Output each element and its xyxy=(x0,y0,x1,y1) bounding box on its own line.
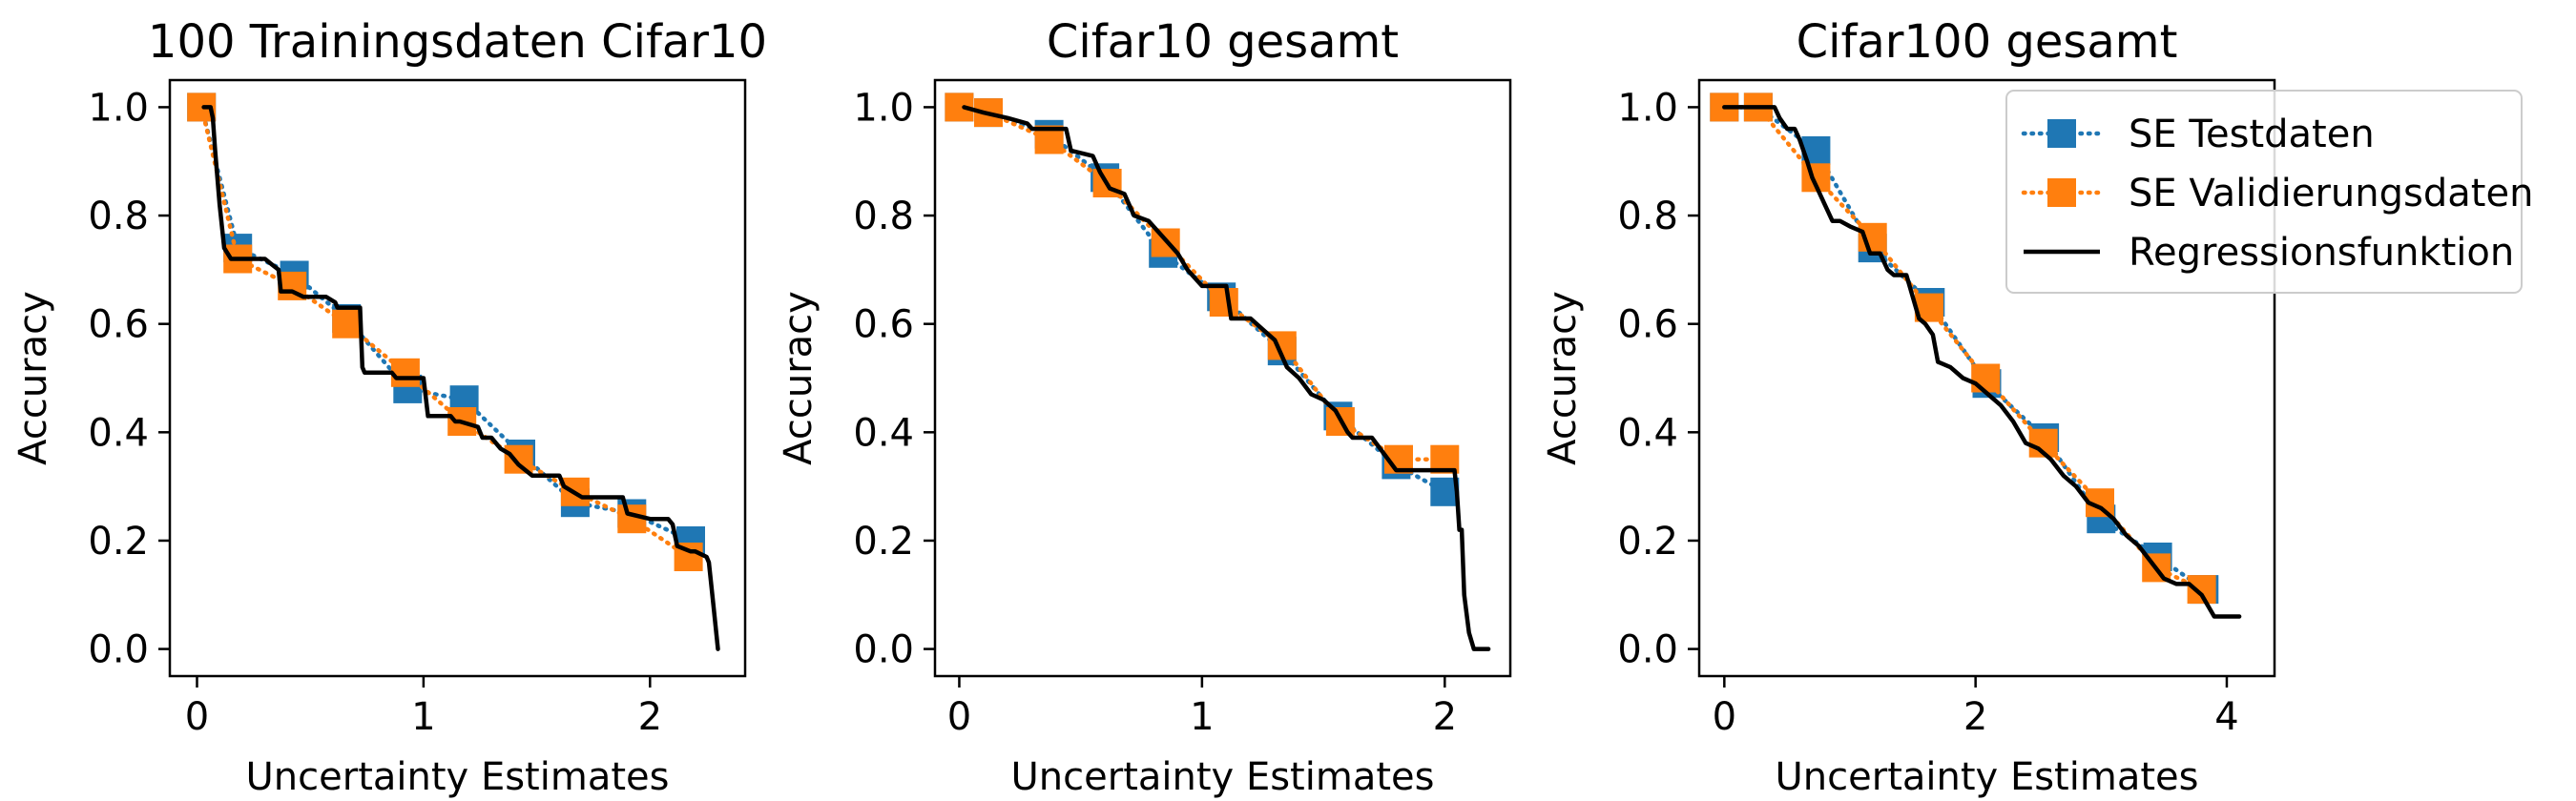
regression-line xyxy=(201,105,720,651)
y-tick-label: 0.8 xyxy=(853,195,914,238)
y-tick-label: 1.0 xyxy=(88,86,149,130)
legend-label-se-validierungsdaten: SE Validierungsdaten xyxy=(2129,172,2533,216)
y-tick-label: 0.2 xyxy=(853,520,914,564)
marker-se-validierungsdaten xyxy=(504,444,533,474)
x-tick-label: 2 xyxy=(1963,695,1987,739)
x-tick-label: 2 xyxy=(1433,695,1457,739)
regression-line xyxy=(962,105,1491,651)
chart-title: Cifar100 gesamt xyxy=(1797,15,2178,69)
y-tick-label: 0.4 xyxy=(853,411,914,455)
y-tick-label: 0.4 xyxy=(1617,411,1678,455)
series-line-se-validierungsdaten xyxy=(198,105,691,560)
x-tick-label: 2 xyxy=(638,695,662,739)
series-group xyxy=(1710,92,2242,619)
x-axis-label: Uncertainty Estimates xyxy=(1011,755,1435,799)
y-tick-label: 0.0 xyxy=(1617,628,1678,672)
chart-title: 100 Trainingsdaten Cifar10 xyxy=(148,15,767,69)
legend-frame xyxy=(2005,90,2523,294)
x-tick-label: 0 xyxy=(947,695,971,739)
x-axis-label: Uncertainty Estimates xyxy=(246,755,670,799)
subplot-2: 0 1 2 0.0 0.2 0.4 0.6 0.8 1.0 Cifar10 gesamt Uncer… xyxy=(777,15,1512,799)
series-line-se-testdaten xyxy=(198,105,694,544)
series-line-se-testdaten xyxy=(957,105,1447,495)
y-tick-label: 0.0 xyxy=(88,628,149,672)
y-tick-label: 1.0 xyxy=(1617,86,1678,130)
x-tick-label: 1 xyxy=(1190,695,1214,739)
axes-frame xyxy=(168,78,747,678)
axes-frame xyxy=(933,78,1512,678)
y-tick-label: 0.8 xyxy=(1617,195,1678,238)
subplot-1: 0 1 2 0.0 0.2 0.4 0.6 0.8 1.0 100 Trainingsdaten … xyxy=(11,15,767,799)
y-tick-label: 0.6 xyxy=(88,303,149,347)
y-tick-label: 0.2 xyxy=(88,520,149,564)
legend: SE Testdaten SE Validierungsdaten Regressi… xyxy=(2005,90,2533,294)
regression-line xyxy=(1722,105,2242,619)
x-axis-label: Uncertainty Estimates xyxy=(1776,755,2199,799)
legend-marker-se-validierungsdaten xyxy=(2047,178,2076,207)
x-tick-label: 0 xyxy=(185,695,209,739)
legend-label-se-testdaten: SE Testdaten xyxy=(2129,113,2375,156)
marker-se-validierungsdaten xyxy=(390,358,420,387)
y-tick-label: 0.8 xyxy=(88,195,149,238)
chart-title: Cifar10 gesamt xyxy=(1047,15,1399,69)
y-tick-label: 1.0 xyxy=(853,86,914,130)
marker-se-validierungsdaten xyxy=(1209,288,1238,317)
series-group xyxy=(187,92,720,651)
legend-label-regressionsfunktion: Regressionsfunktion xyxy=(2129,231,2514,275)
x-tick-label: 1 xyxy=(411,695,435,739)
axes-frame xyxy=(1697,78,2276,678)
legend-marker-se-testdaten xyxy=(2047,119,2076,148)
series-group xyxy=(945,92,1491,651)
y-axis-label: Accuracy xyxy=(1541,291,1585,465)
subplot-3: 0 2 4 0.0 0.2 0.4 0.6 0.8 1.0 Cifar100 gesamt Unce… xyxy=(1541,15,2533,799)
x-tick-label: 0 xyxy=(1713,695,1736,739)
y-axis-label: Accuracy xyxy=(11,291,55,465)
marker-se-validierungsdaten xyxy=(2187,575,2216,605)
marker-se-validierungsdaten xyxy=(1971,363,2001,393)
y-tick-label: 0.2 xyxy=(1617,520,1678,564)
y-tick-label: 0.0 xyxy=(853,628,914,672)
y-tick-label: 0.6 xyxy=(853,303,914,347)
marker-se-validierungsdaten xyxy=(332,309,362,339)
y-tick-label: 0.6 xyxy=(1617,303,1678,347)
y-tick-label: 0.4 xyxy=(88,411,149,455)
y-axis-label: Accuracy xyxy=(777,291,821,465)
x-tick-label: 4 xyxy=(2214,695,2238,739)
series-line-se-validierungsdaten xyxy=(957,105,1447,462)
